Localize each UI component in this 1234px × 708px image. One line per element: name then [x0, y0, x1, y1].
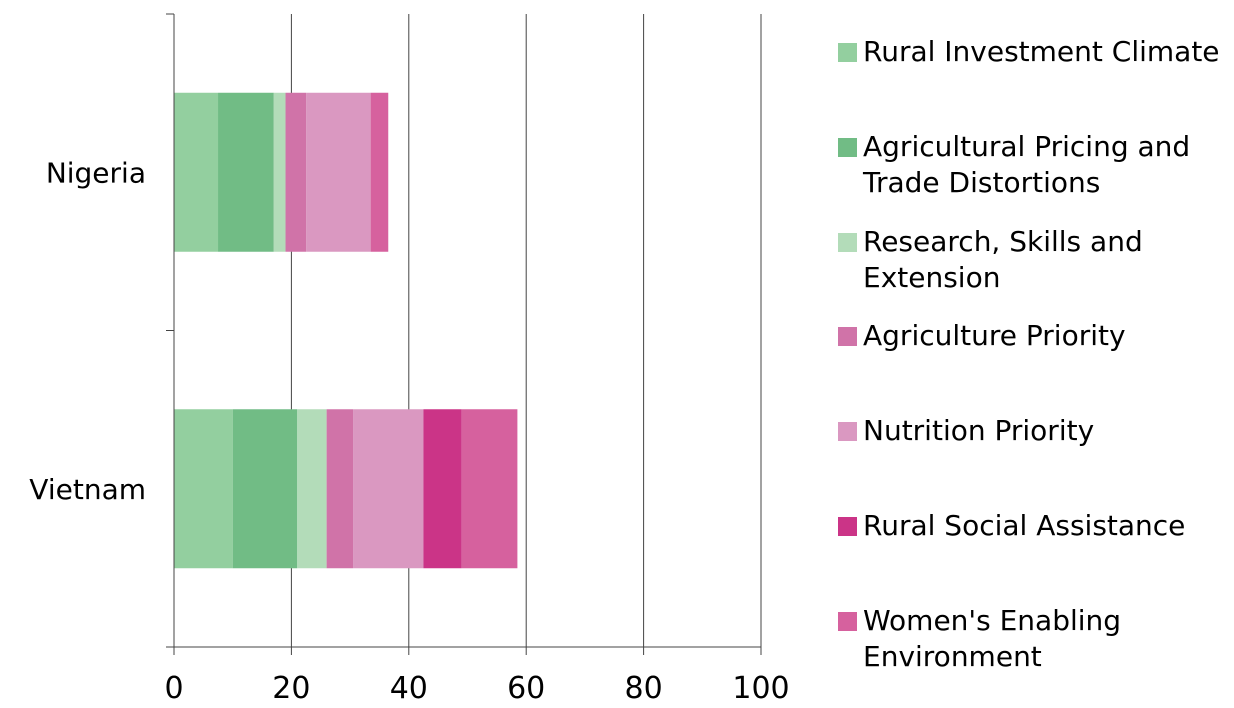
bar-nigeria-series-2 [273, 92, 286, 252]
bar-nigeria-series-4 [306, 92, 371, 252]
legend-item-5: Rural Social Assistance [838, 508, 1234, 544]
bar-vietnam-series-3 [326, 409, 354, 569]
bar-vietnam-series-1 [232, 409, 298, 569]
legend-label: Agricultural Pricing and Trade Distortio… [863, 130, 1191, 199]
bar-vietnam-series-6 [461, 409, 518, 569]
legend-label: Rural Social Assistance [863, 509, 1186, 542]
x-tick-label-0: 0 [164, 671, 183, 704]
x-tick-label-60: 60 [507, 671, 545, 704]
legend-label: Nutrition Priority [863, 414, 1095, 447]
bar-nigeria-series-3 [285, 92, 307, 252]
legend-item-1: Agricultural Pricing and Trade Distortio… [838, 129, 1234, 201]
legend-label: Rural Investment Climate [863, 35, 1220, 68]
bar-vietnam-series-4 [353, 409, 424, 569]
legend-item-6: Women's Enabling Environment [838, 603, 1234, 675]
legend-swatch [838, 612, 857, 631]
x-tick-label-20: 20 [272, 671, 310, 704]
y-tick-label-vietnam: Vietnam [29, 473, 146, 506]
legend-swatch [838, 233, 857, 252]
legend-item-3: Agriculture Priority [838, 318, 1234, 354]
legend-swatch [838, 517, 857, 536]
bar-nigeria-series-0 [174, 92, 219, 252]
legend-label: Women's Enabling Environment [863, 604, 1122, 673]
bars [174, 92, 518, 569]
legend-swatch [838, 327, 857, 346]
y-tick-label-nigeria: Nigeria [46, 156, 146, 189]
legend-swatch [838, 138, 857, 157]
legend: Rural Investment Climate Agricultural Pri… [838, 0, 1234, 704]
legend-label: Agriculture Priority [863, 319, 1126, 352]
bar-vietnam-series-5 [423, 409, 462, 569]
axes: Nigeria Vietnam 0 20 40 60 80 100 [29, 13, 790, 706]
legend-item-0: Rural Investment Climate [838, 34, 1234, 70]
legend-item-4: Nutrition Priority [838, 413, 1234, 449]
legend-label: Research, Skills and Extension [863, 225, 1143, 294]
x-tick-label-40: 40 [390, 671, 428, 704]
legend-swatch [838, 422, 857, 441]
legend-item-2: Research, Skills and Extension [838, 224, 1234, 296]
bar-vietnam-series-0 [174, 409, 233, 569]
bar-vietnam-series-2 [297, 409, 327, 569]
bar-nigeria-series-1 [218, 92, 274, 252]
x-tick-label-80: 80 [625, 671, 663, 704]
legend-swatch [838, 43, 857, 62]
bar-nigeria-series-6 [370, 92, 389, 252]
x-tick-label-100: 100 [732, 671, 789, 704]
